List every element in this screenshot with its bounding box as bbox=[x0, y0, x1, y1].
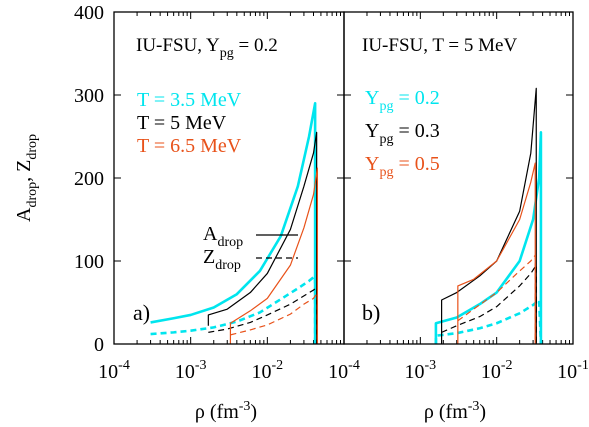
curves bbox=[150, 87, 543, 345]
legend-a-t65: T = 6.5 MeV bbox=[137, 135, 242, 157]
panel-b-title: IU-FSU, T = 5 MeV bbox=[362, 35, 517, 56]
y-tick-label: 300 bbox=[74, 85, 104, 107]
curve-panela-zdrop-series2 bbox=[230, 291, 319, 344]
x-tick-label: 10-2 bbox=[481, 358, 513, 383]
legend-adrop-label: Adrop bbox=[203, 223, 243, 250]
x-tick-label: 10-1 bbox=[557, 358, 589, 383]
x-tick-label: 10-3 bbox=[404, 358, 436, 383]
axis-ticks: 0 100 200 300 400 10-4 10-3 10-2 10-4 10-3 10-2 10-… bbox=[74, 2, 589, 383]
panel-b-label: b) bbox=[362, 300, 380, 325]
legend-zdrop-label: Zdrop bbox=[203, 246, 241, 273]
curve-panela-adrop-series0 bbox=[150, 102, 317, 344]
panel-a-title: IU-FSU, Ypg = 0.2 bbox=[136, 35, 278, 61]
y-tick-label: 0 bbox=[94, 334, 104, 356]
y-axis-label: Adrop, Zdrop bbox=[13, 134, 40, 222]
legend-a-t35: T = 3.5 MeV bbox=[137, 89, 242, 111]
x-tick-label: 10-3 bbox=[175, 358, 207, 383]
curve-panelb-zdrop-series2 bbox=[457, 254, 536, 344]
y-tick-label: 200 bbox=[74, 168, 104, 190]
x-tick-label: 10-4 bbox=[98, 358, 130, 383]
panel-a-label: a) bbox=[133, 300, 150, 325]
curve-panelb-adrop-series1 bbox=[441, 87, 537, 344]
curve-panelb-zdrop-series0 bbox=[434, 298, 543, 345]
legend-a-t5: T = 5 MeV bbox=[137, 112, 227, 134]
x-tick-label: 10-4 bbox=[328, 358, 360, 383]
panel-a-frame bbox=[113, 11, 345, 345]
curve-panela-adrop-series1 bbox=[207, 131, 318, 344]
x-axis-label-right: ρ (fm-3) bbox=[424, 399, 486, 423]
legend-b-y02: Ypg = 0.2 bbox=[365, 87, 440, 114]
legend-b-y05: Ypg = 0.5 bbox=[365, 153, 440, 180]
panel-b-frame bbox=[343, 11, 574, 345]
curve-panela-zdrop-series0 bbox=[150, 274, 317, 344]
y-tick-label: 400 bbox=[74, 2, 104, 24]
legend-b-y03: Ypg = 0.3 bbox=[365, 120, 440, 147]
x-tick-label: 10-2 bbox=[251, 358, 283, 383]
curve-panelb-adrop-series0 bbox=[434, 131, 543, 344]
curve-panela-adrop-series2 bbox=[229, 167, 319, 344]
curve-panelb-adrop-series2 bbox=[457, 162, 536, 344]
curve-panelb-zdrop-series1 bbox=[441, 264, 537, 344]
curve-panela-zdrop-series1 bbox=[208, 286, 318, 344]
x-axis-label-left: ρ (fm-3) bbox=[195, 399, 257, 423]
y-tick-label: 100 bbox=[74, 251, 104, 273]
